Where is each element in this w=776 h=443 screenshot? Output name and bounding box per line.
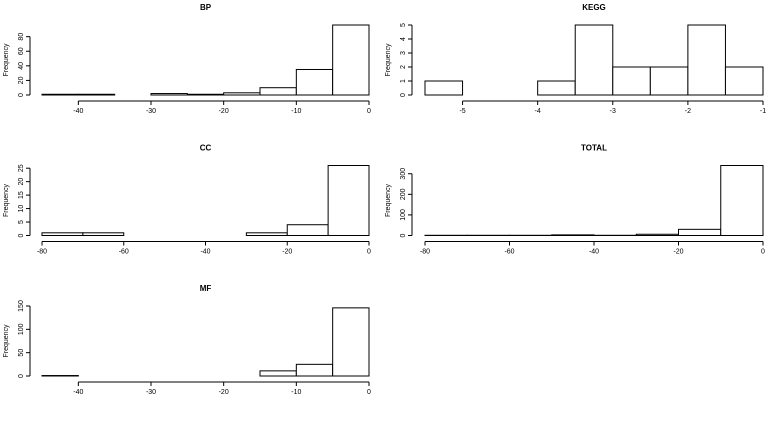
- y-axis-label: Frequency: [3, 324, 10, 358]
- bar: [41, 232, 84, 237]
- x-tick-label: -30: [146, 108, 156, 115]
- panel-title: CC: [200, 144, 212, 153]
- x-tick-label: -10: [291, 108, 301, 115]
- y-tick-label: 0: [18, 93, 25, 97]
- y-axis-label: Frequency: [385, 43, 392, 77]
- bar: [295, 363, 334, 377]
- x-tick-label: 0: [761, 249, 765, 256]
- bar: [327, 165, 370, 236]
- x-tick-label: 0: [367, 389, 371, 396]
- bar: [724, 66, 764, 96]
- y-tick-label: 25: [18, 164, 25, 172]
- x-tick-label: -80: [420, 249, 430, 256]
- y-tick-label: 15: [18, 191, 25, 199]
- bar: [332, 307, 370, 377]
- x-tick-label: -40: [73, 108, 83, 115]
- y-tick-label: 3: [400, 51, 407, 55]
- bar: [41, 93, 79, 96]
- bar: [424, 80, 464, 96]
- bar: [574, 24, 614, 96]
- x-tick-label: -20: [219, 389, 229, 396]
- x-tick-label: 0: [367, 108, 371, 115]
- bar: [551, 234, 595, 237]
- x-tick-label: -20: [282, 249, 292, 256]
- x-tick-label: -30: [146, 389, 156, 396]
- y-tick-label: 4: [400, 37, 407, 41]
- bar: [649, 66, 689, 96]
- x-tick-label: 0: [367, 249, 371, 256]
- x-tick-label: -3: [610, 108, 616, 115]
- x-tick-label: -20: [219, 108, 229, 115]
- y-tick-label: 200: [400, 188, 407, 200]
- y-tick-label: 2: [400, 65, 407, 69]
- y-tick-label: 300: [400, 168, 407, 180]
- bar: [150, 93, 188, 96]
- y-axis-label: Frequency: [3, 43, 10, 77]
- x-tick-label: -5: [459, 108, 465, 115]
- bar: [635, 233, 679, 237]
- y-tick-label: 50: [18, 349, 25, 357]
- bar: [186, 93, 225, 96]
- bar: [295, 68, 334, 96]
- y-tick-label: 100: [18, 323, 25, 335]
- bar: [82, 232, 125, 237]
- y-tick-label: 100: [400, 209, 407, 221]
- y-tick-label: 0: [18, 374, 25, 378]
- panel-title: KEGG: [582, 3, 606, 12]
- y-tick-label: 20: [18, 178, 25, 186]
- y-tick-label: 0: [400, 233, 407, 237]
- y-tick-label: 0: [400, 93, 407, 97]
- bar: [612, 66, 651, 96]
- y-tick-label: 5: [400, 23, 407, 27]
- bar: [259, 370, 297, 377]
- y-tick-label: 80: [18, 33, 25, 41]
- y-tick-label: 0: [18, 233, 25, 237]
- x-tick-label: -2: [685, 108, 691, 115]
- y-axis-label: Frequency: [385, 183, 392, 217]
- x-tick-label: -80: [37, 249, 47, 256]
- x-tick-label: -20: [673, 249, 683, 256]
- panel-title: MF: [200, 284, 212, 293]
- bar: [678, 228, 722, 237]
- bar: [537, 80, 576, 96]
- y-tick-label: 20: [18, 76, 25, 84]
- x-tick-label: -60: [119, 249, 129, 256]
- bar: [77, 93, 116, 96]
- x-tick-label: -40: [200, 249, 210, 256]
- y-tick-label: 5: [18, 220, 25, 224]
- y-tick-label: 60: [18, 47, 25, 55]
- bar: [286, 224, 329, 237]
- y-tick-label: 40: [18, 62, 25, 70]
- bar: [332, 24, 370, 96]
- bar: [259, 87, 297, 96]
- panel-title: TOTAL: [581, 144, 607, 153]
- panel-title: BP: [200, 3, 212, 12]
- x-tick-label: -4: [535, 108, 541, 115]
- y-tick-label: 1: [400, 79, 407, 83]
- y-axis-label: Frequency: [3, 183, 10, 217]
- bar: [687, 24, 726, 96]
- x-tick-label: -60: [504, 249, 514, 256]
- x-tick-label: -10: [291, 389, 301, 396]
- bar: [223, 92, 261, 96]
- bar: [245, 232, 288, 237]
- y-tick-label: 150: [18, 300, 25, 312]
- y-tick-label: 10: [18, 205, 25, 213]
- x-tick-label: -40: [589, 249, 599, 256]
- x-tick-label: -1: [760, 108, 766, 115]
- x-tick-label: -40: [73, 389, 83, 396]
- bar: [720, 165, 764, 236]
